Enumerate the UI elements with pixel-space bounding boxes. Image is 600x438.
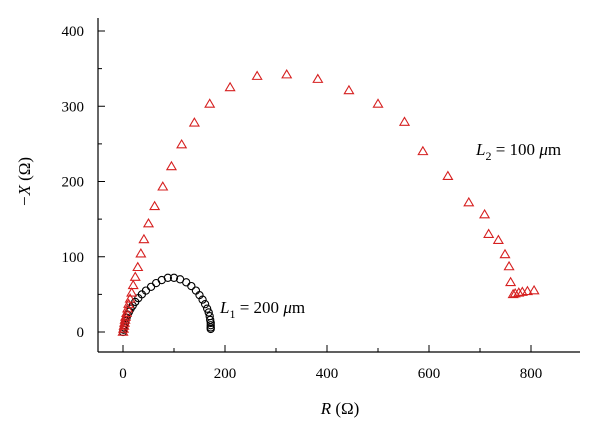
x-tick-label: 800 (520, 366, 543, 382)
x-axis-var: R (320, 399, 332, 418)
data-point-circle (206, 321, 215, 330)
data-point-triangle (224, 81, 236, 92)
data-point-triangle (479, 208, 491, 219)
data-point-triangle (124, 293, 136, 303)
data-point-triangle (505, 276, 517, 287)
data-point-triangle (122, 302, 134, 313)
data-point-circle (169, 273, 179, 282)
data-point-triangle (117, 323, 130, 333)
data-point-circle (163, 273, 173, 282)
data-point-triangle (521, 285, 533, 296)
data-point-triangle (463, 196, 475, 207)
data-point-triangle (126, 287, 138, 297)
data-point-triangle (312, 73, 324, 83)
data-point-triangle (117, 326, 129, 336)
data-point-triangle (123, 298, 135, 308)
x-tick-label: 600 (418, 366, 441, 382)
data-point-triangle (118, 320, 130, 330)
data-point-triangle (513, 287, 525, 297)
data-point-circle (206, 318, 215, 328)
ticks: 0 200 400 600 800 0 100 200 300 400 (62, 24, 543, 382)
data-point-triangle (118, 317, 131, 327)
annotation-l2-sub: 2 (485, 149, 491, 163)
annotation-l2-mu: μ (538, 140, 548, 159)
data-point-triangle (509, 287, 521, 298)
data-point-triangle (417, 145, 429, 156)
data-point-triangle (127, 279, 139, 290)
data-point-triangle (176, 138, 188, 149)
data-point-triangle (188, 117, 200, 127)
data-point-triangle (492, 234, 504, 244)
series-2 (117, 68, 540, 336)
y-tick-label: 200 (62, 175, 85, 191)
annotation-l1-sub: 1 (229, 307, 235, 321)
y-tick-label: 300 (62, 99, 85, 115)
annotation-l1-var: L (219, 298, 229, 317)
data-point-circle (206, 324, 215, 334)
y-axis-unit: (Ω) (15, 157, 34, 185)
annotation-l1-mu: μ (282, 298, 292, 317)
data-marks (117, 68, 540, 337)
data-point-triangle (132, 261, 144, 272)
x-axis-title: R (Ω) (320, 399, 360, 418)
data-point-circle (187, 281, 196, 291)
data-point-triangle (135, 248, 147, 258)
data-point-triangle (503, 260, 515, 271)
annotation-l2-var: L (475, 140, 485, 159)
data-point-triangle (398, 116, 411, 126)
x-axis-unit: (Ω) (331, 399, 359, 418)
data-point-triangle (165, 160, 178, 171)
y-tick-label: 100 (62, 250, 85, 266)
annotation-l1: L1 = 200 μm (219, 298, 305, 321)
data-point-circle (200, 300, 210, 309)
annotation-l1-rest: = 200 (235, 298, 283, 317)
data-point-triangle (149, 200, 161, 211)
data-point-triangle (204, 98, 216, 108)
annotation-l1-unit: m (292, 298, 305, 317)
data-point-triangle (129, 271, 141, 281)
annotation-l2: L2 = 100 μm (475, 140, 561, 163)
data-point-circle (146, 282, 156, 291)
annotation-l2-unit: m (548, 140, 561, 159)
data-point-triangle (157, 181, 169, 191)
y-tick-label: 400 (62, 24, 85, 40)
data-point-circle (202, 304, 212, 313)
data-point-triangle (442, 170, 454, 181)
x-tick-label: 200 (214, 366, 237, 382)
axes (97, 18, 580, 353)
x-tick-label: 0 (119, 366, 127, 382)
y-axis-title: −X (Ω) (15, 157, 34, 207)
data-point-triangle (142, 217, 155, 228)
data-point-triangle (343, 84, 355, 95)
data-point-triangle (251, 70, 263, 80)
data-point-circle (204, 308, 213, 317)
data-point-triangle (528, 284, 540, 295)
data-point-circle (198, 295, 207, 304)
data-point-triangle (281, 68, 293, 79)
data-point-triangle (121, 307, 133, 317)
data-point-triangle (483, 228, 495, 238)
x-tick-label: 400 (316, 366, 339, 382)
data-point-circle (182, 278, 191, 287)
y-axis-var: −X (15, 185, 34, 207)
y-tick-label: 0 (77, 325, 85, 341)
series-1 (118, 273, 215, 337)
data-point-triangle (138, 233, 150, 244)
annotation-l2-rest: = 100 (491, 140, 539, 159)
data-point-triangle (499, 248, 511, 259)
data-point-triangle (372, 98, 384, 108)
data-point-triangle (119, 314, 131, 324)
